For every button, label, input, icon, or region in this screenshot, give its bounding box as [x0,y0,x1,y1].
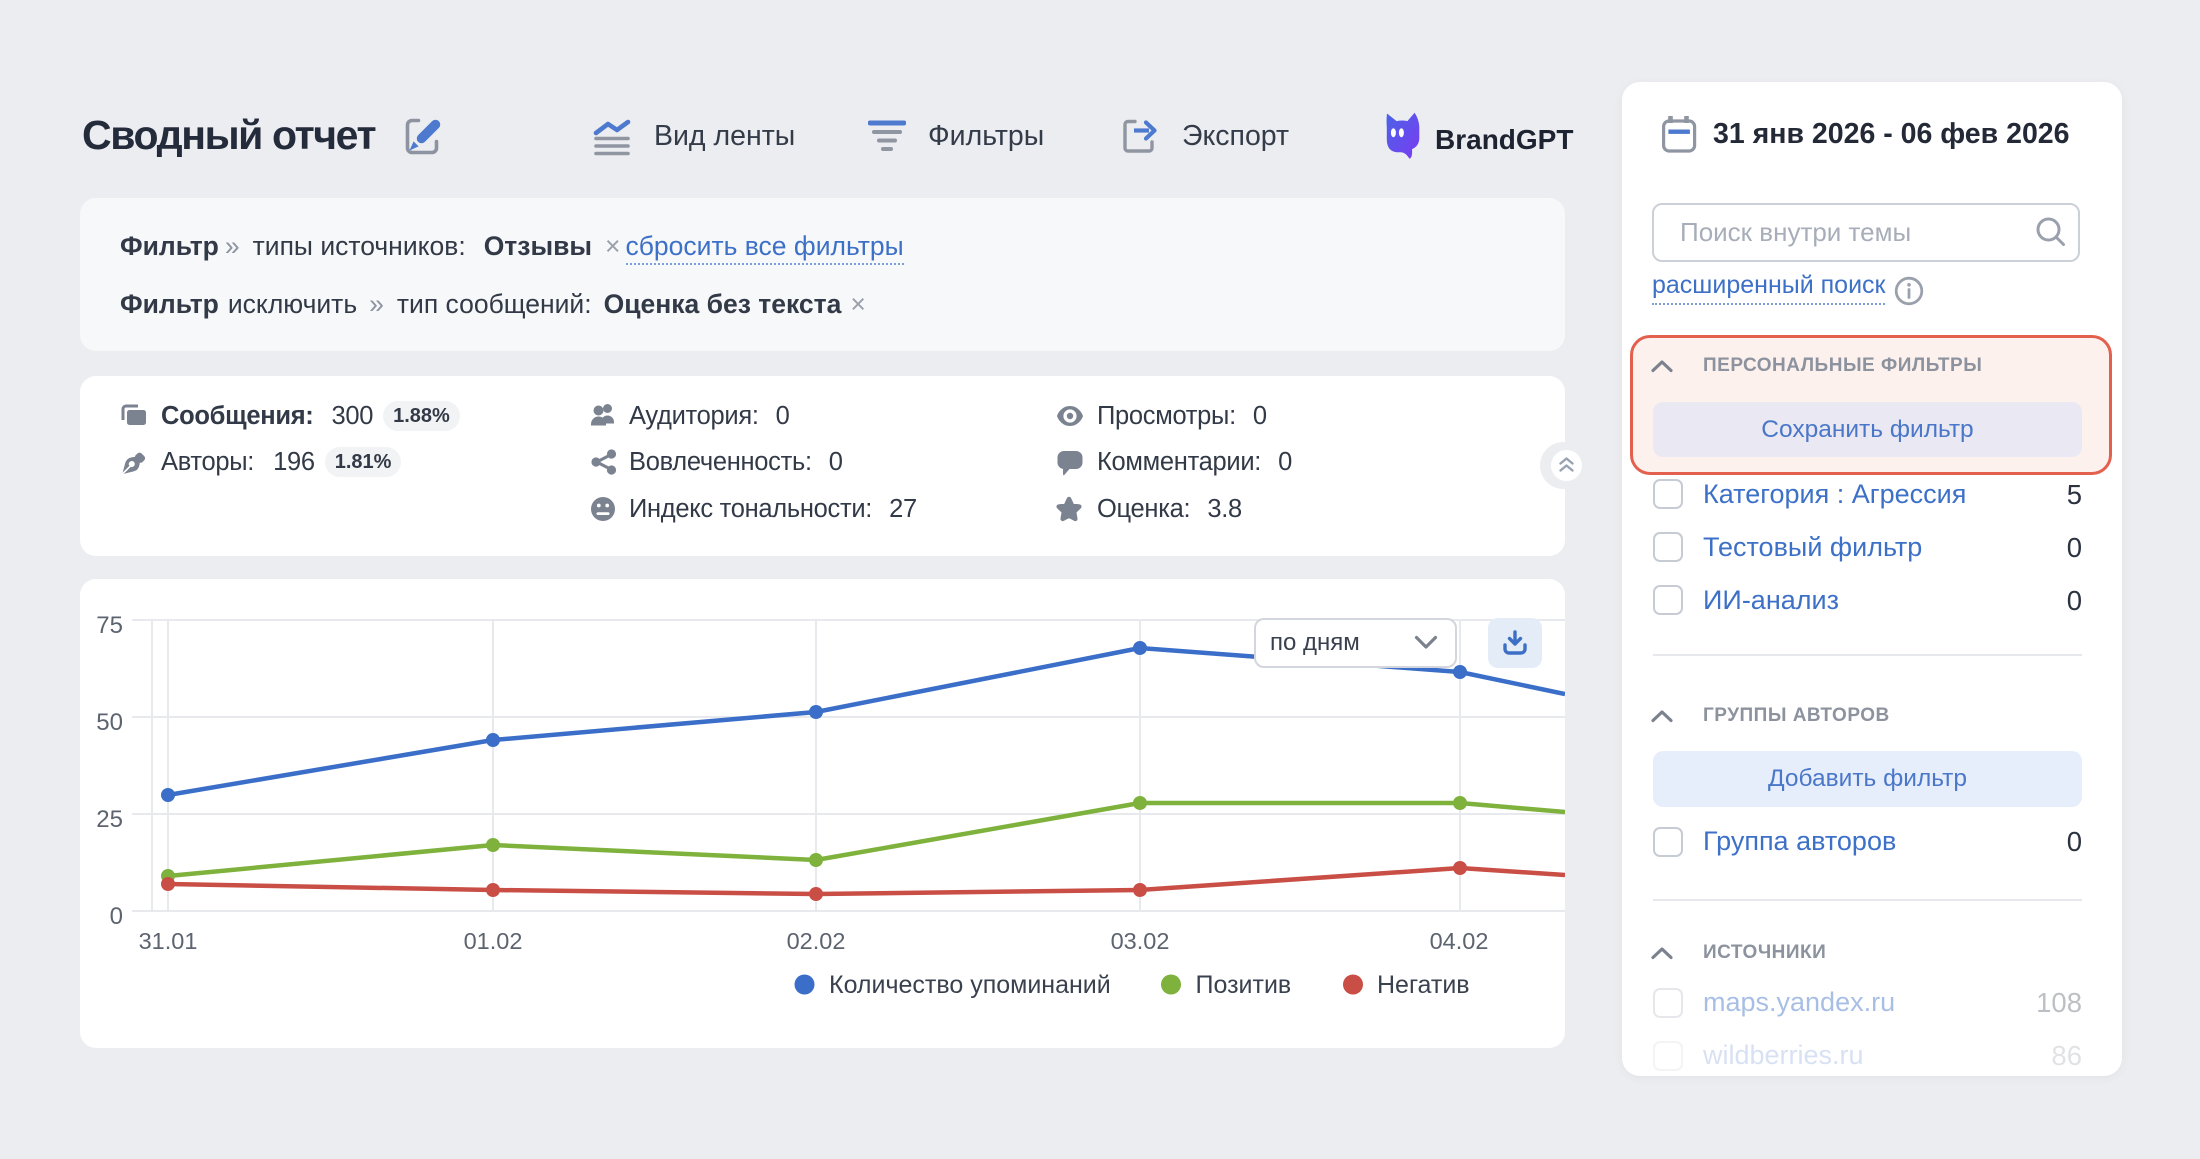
svg-text:03.02: 03.02 [1111,928,1170,954]
svg-text:Негатив: Негатив [1377,971,1470,999]
svg-text:31.01: 31.01 [139,928,198,954]
svg-text:25: 25 [96,806,123,833]
svg-text:01.02: 01.02 [464,928,523,954]
svg-text:Позитив: Позитив [1196,971,1292,999]
svg-text:04.02: 04.02 [1430,928,1489,954]
svg-text:50: 50 [96,709,123,736]
svg-text:0: 0 [110,903,123,930]
svg-text:Количество упоминаний: Количество упоминаний [829,971,1111,999]
svg-text:75: 75 [96,612,123,639]
svg-text:02.02: 02.02 [787,928,846,954]
